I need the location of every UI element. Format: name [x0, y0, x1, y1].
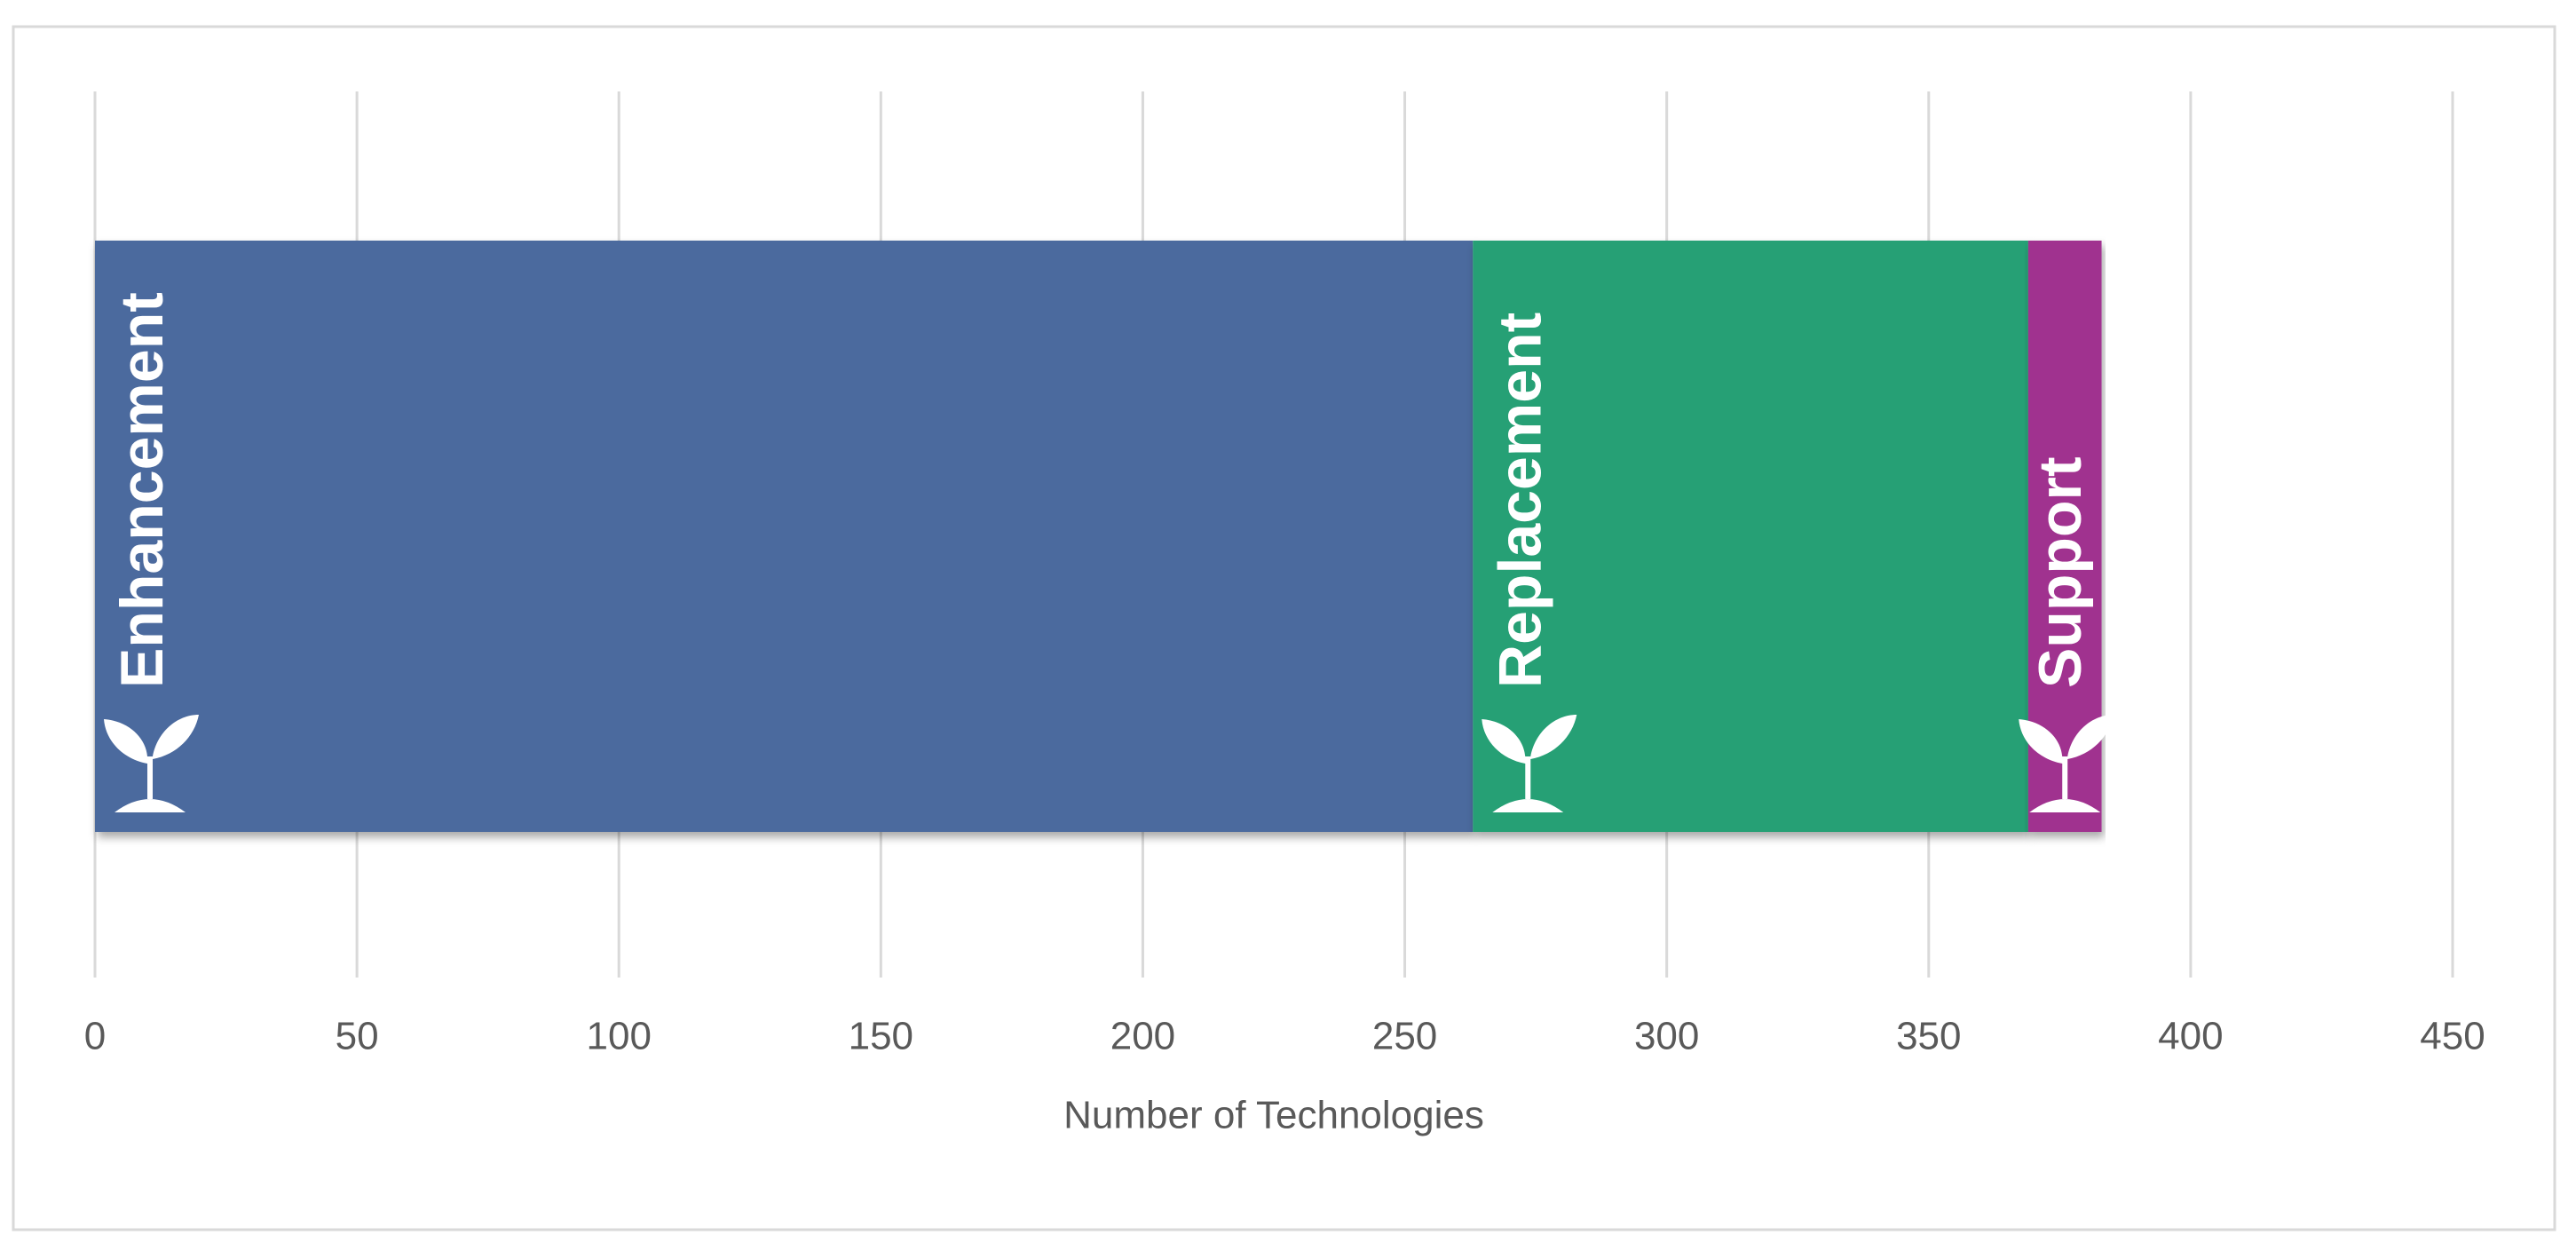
icon — [2019, 715, 2114, 799]
icon — [1482, 715, 1577, 799]
x-tick-label: 0 — [84, 1015, 106, 1058]
x-tick-label: 100 — [587, 1015, 652, 1058]
bar-segment — [95, 241, 1474, 832]
x-tick-label: 450 — [2420, 1015, 2485, 1058]
x-tick-label: 200 — [1110, 1015, 1175, 1058]
x-axis-label: Number of Technologies — [1063, 1094, 1484, 1137]
icon — [2029, 799, 2101, 812]
x-tick-label: 350 — [1896, 1015, 1961, 1058]
x-tick-label: 250 — [1372, 1015, 1437, 1058]
x-tick-label: 50 — [336, 1015, 379, 1058]
segment-label: Enhancement — [108, 292, 176, 688]
bars: Enhancement Replacement Support — [95, 241, 2114, 832]
segment-label: Replacement — [1486, 313, 1553, 688]
x-tick-label: 300 — [1634, 1015, 1699, 1058]
x-tick-label: 150 — [849, 1015, 913, 1058]
icon — [104, 715, 199, 799]
segment-label: Support — [2027, 456, 2094, 688]
icon — [1492, 799, 1564, 812]
x-tick-label: 400 — [2158, 1015, 2223, 1058]
icon — [115, 799, 186, 812]
